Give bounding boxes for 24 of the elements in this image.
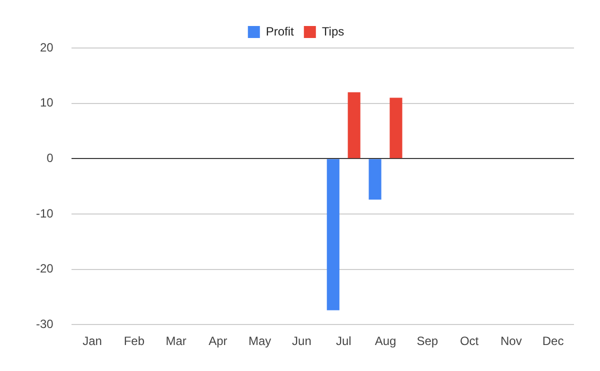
x-tick-label: May <box>248 334 272 348</box>
x-tick-label: Jun <box>292 334 312 348</box>
bar <box>326 159 340 310</box>
x-tick-label: Nov <box>500 334 522 348</box>
y-tick-label: -10 <box>36 206 54 220</box>
y-tick-label: 10 <box>40 96 54 110</box>
legend-label: Profit <box>266 24 295 38</box>
bar <box>390 98 402 158</box>
x-tick-label: Aug <box>374 334 396 348</box>
x-tick-label: Jul <box>336 334 352 348</box>
y-tick-label: -30 <box>36 316 54 331</box>
y-tick-label: 20 <box>40 40 54 54</box>
bar <box>368 159 382 200</box>
y-tick-label: -20 <box>36 262 54 276</box>
x-tick-label: Oct <box>460 334 480 348</box>
y-tick-label: 0 <box>46 150 54 165</box>
x-tick-label: Feb <box>124 334 145 348</box>
bar <box>348 92 360 158</box>
x-tick-label: Jan <box>82 334 102 348</box>
legend-label: Tips <box>322 24 344 38</box>
x-tick-label: Apr <box>208 334 228 348</box>
x-tick-label: Mar <box>166 334 186 348</box>
x-tick-label: Dec <box>542 334 564 348</box>
x-tick-label: Sep <box>416 334 438 348</box>
